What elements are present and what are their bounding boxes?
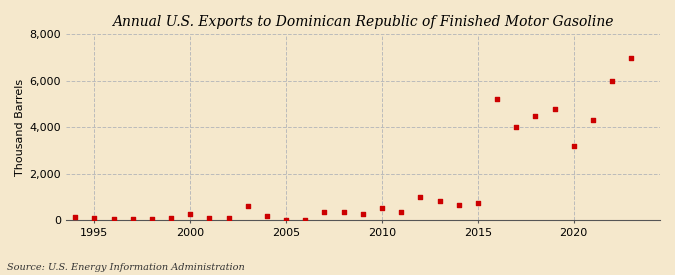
Y-axis label: Thousand Barrels: Thousand Barrels xyxy=(15,79,25,176)
Point xyxy=(146,216,157,221)
Point xyxy=(491,97,502,102)
Point xyxy=(607,79,618,83)
Point xyxy=(319,209,330,214)
Point xyxy=(472,201,483,205)
Point xyxy=(204,216,215,220)
Point xyxy=(434,198,445,203)
Point xyxy=(568,144,579,148)
Point xyxy=(185,212,196,216)
Point xyxy=(223,215,234,220)
Point xyxy=(300,218,310,222)
Point xyxy=(242,204,253,209)
Point xyxy=(415,195,426,199)
Point xyxy=(89,215,100,220)
Point xyxy=(511,125,522,130)
Point xyxy=(377,205,387,210)
Point xyxy=(358,212,369,216)
Point xyxy=(454,203,464,207)
Point xyxy=(587,118,598,123)
Point xyxy=(338,209,349,214)
Point xyxy=(549,106,560,111)
Point xyxy=(396,209,406,214)
Point xyxy=(128,217,138,221)
Point xyxy=(262,213,273,218)
Point xyxy=(108,216,119,221)
Point xyxy=(281,218,292,222)
Point xyxy=(70,215,80,219)
Point xyxy=(626,55,637,60)
Text: Source: U.S. Energy Information Administration: Source: U.S. Energy Information Administ… xyxy=(7,263,244,272)
Title: Annual U.S. Exports to Dominican Republic of Finished Motor Gasoline: Annual U.S. Exports to Dominican Republi… xyxy=(112,15,614,29)
Point xyxy=(530,114,541,118)
Point xyxy=(165,216,176,220)
